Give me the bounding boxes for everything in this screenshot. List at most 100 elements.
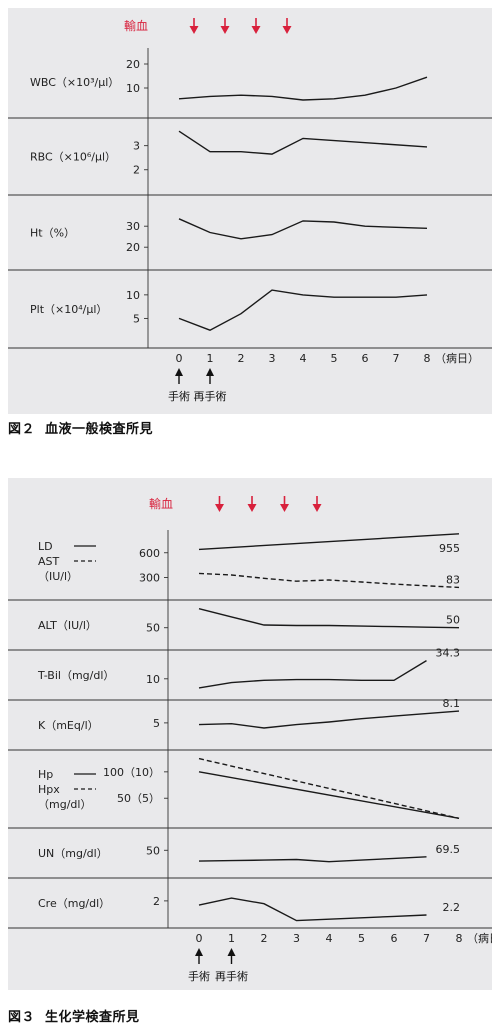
- transfusion-arrow-3-head: [280, 504, 289, 512]
- series-line-4-1: [198, 757, 460, 819]
- panel-label-0-1: AST: [38, 555, 60, 568]
- y-tick-label-2-0: 10: [146, 673, 160, 686]
- series-end-label-2-0: 34.3: [436, 647, 461, 660]
- figure-3-number: 図３: [8, 1010, 36, 1025]
- panel-label-4-2: （mg/dl）: [38, 798, 91, 811]
- figure-2-caption: 図２ 血液一般検査所見: [8, 418, 153, 437]
- series-line-0-1: [198, 572, 460, 589]
- series-end-label-0-1: 83: [446, 573, 460, 586]
- x-tick-label-2: 2: [261, 932, 268, 945]
- series-line-0-0: [178, 76, 428, 101]
- event-arrow-1-head: [206, 368, 214, 376]
- x-tick-label-6: 6: [391, 932, 398, 945]
- x-tick-label-1: 1: [207, 352, 214, 365]
- panel-label-4-0: Hp: [38, 768, 53, 781]
- panel-label-0: WBC（×10³/μl）: [30, 76, 119, 89]
- series-end-label-0-0: 955: [439, 542, 460, 555]
- y-tick-label-0-1: 300: [139, 572, 160, 585]
- panel-label-2: Ht（%）: [30, 227, 75, 240]
- x-tick-label-7: 7: [393, 352, 400, 365]
- series-line-6-0: [198, 897, 427, 922]
- transfusion-arrow-2-head: [247, 504, 257, 512]
- y-tick-label-0-0: 20: [126, 58, 140, 71]
- y-tick-label-1-0: 3: [133, 140, 140, 153]
- x-unit-label: （病日）: [435, 351, 479, 365]
- panel-label-6-0: Cre（mg/dl）: [38, 897, 110, 910]
- y-tick-label-3-0: 10: [126, 289, 140, 302]
- x-tick-label-1: 1: [228, 932, 235, 945]
- panel-label-0-0: LD: [38, 540, 53, 553]
- x-tick-label-8: 8: [456, 932, 463, 945]
- transfusion-arrow-1-head: [215, 504, 224, 512]
- figure-3-title: 生化学検査所見: [45, 1010, 140, 1025]
- panel-label-2-0: T-Bil（mg/dl）: [37, 669, 114, 682]
- series-end-label-6-0: 2.2: [443, 901, 461, 914]
- y-tick-label-6-0: 2: [153, 895, 160, 908]
- transfusion-arrow-4-head: [312, 504, 322, 512]
- panel-label-5-0: UN（mg/dl）: [38, 847, 108, 860]
- panel-label-3-0: K（mEq/l）: [38, 719, 99, 732]
- event-label-1: 再手術: [215, 969, 248, 983]
- x-tick-label-4: 4: [326, 932, 333, 945]
- x-tick-label-2: 2: [238, 352, 245, 365]
- y-tick-label-1-0: 50: [146, 622, 160, 635]
- series-line-1-0: [178, 130, 428, 155]
- panel-label-4-1: Hpx: [38, 783, 60, 796]
- x-tick-label-3: 3: [293, 932, 300, 945]
- event-arrow-0-head: [195, 948, 203, 956]
- event-label-1: 再手術: [194, 389, 227, 403]
- transfusion-label: 輸血: [149, 496, 173, 511]
- y-tick-label-0-0: 600: [139, 547, 160, 560]
- y-tick-label-4-0: 100（10）: [103, 766, 160, 779]
- figure-2-number: 図２: [8, 422, 36, 437]
- y-tick-label-1-1: 2: [133, 164, 140, 177]
- y-tick-label-3-0: 5: [153, 717, 160, 730]
- series-line-3-0: [178, 289, 428, 331]
- series-line-2-0: [178, 218, 428, 240]
- x-unit-label: （病日）: [467, 931, 492, 945]
- transfusion-label: 輸血: [124, 18, 148, 33]
- x-tick-label-8: 8: [424, 352, 431, 365]
- series-line-0-0: [198, 533, 460, 551]
- y-tick-label-2-1: 20: [126, 241, 140, 254]
- event-label-0: 手術: [188, 969, 210, 983]
- figure-3-caption: 図３ 生化学検査所見: [8, 1006, 140, 1025]
- x-tick-label-5: 5: [358, 932, 365, 945]
- transfusion-arrow-3-head: [251, 26, 261, 34]
- series-line-2-0: [198, 660, 427, 689]
- event-label-0: 手術: [168, 389, 190, 403]
- x-tick-label-7: 7: [423, 932, 430, 945]
- y-tick-label-3-1: 5: [133, 312, 140, 325]
- transfusion-arrow-4-head: [282, 26, 292, 34]
- y-tick-label-2-0: 30: [126, 220, 140, 233]
- y-tick-label-4-1: 50（5）: [117, 792, 160, 805]
- series-line-3-0: [198, 710, 460, 729]
- series-end-label-1-0: 50: [446, 614, 460, 627]
- x-tick-label-0: 0: [196, 932, 203, 945]
- series-line-5-0: [198, 856, 427, 863]
- series-line-4-0: [198, 771, 460, 819]
- series-end-label-3-0: 8.1: [443, 697, 461, 710]
- event-arrow-0-head: [175, 368, 183, 376]
- figure-2-title: 血液一般検査所見: [45, 422, 154, 437]
- panel-label-3: Plt（×10⁴/μl）: [30, 303, 107, 316]
- series-line-1-0: [198, 608, 460, 629]
- figure-3-panel: 輸血 LD AST （IU/l） 600 300 955 83 ALT（IU/l） 50 50 T-B…: [8, 478, 492, 990]
- series-end-label-5-0: 69.5: [436, 843, 461, 856]
- transfusion-arrow-1-head: [189, 26, 199, 34]
- y-tick-label-5-0: 50: [146, 844, 160, 857]
- panel-label-1-0: ALT（IU/l）: [38, 619, 97, 632]
- panel-label-1: RBC（×10⁶/μl）: [30, 151, 116, 164]
- x-tick-label-3: 3: [269, 352, 276, 365]
- event-arrow-1-head: [227, 948, 236, 956]
- transfusion-arrow-2-head: [220, 26, 230, 34]
- figure-2-panel: 輸血 WBC（×10³/μl） 20 10 RBC（×10⁶/μl） 3 2 Ht（%） 30 2…: [8, 8, 492, 414]
- x-tick-label-6: 6: [362, 352, 369, 365]
- y-tick-label-0-1: 10: [126, 82, 140, 95]
- panel-label-0-2: （IU/l）: [38, 570, 78, 583]
- x-tick-label-0: 0: [176, 352, 183, 365]
- x-tick-label-5: 5: [331, 352, 338, 365]
- x-tick-label-4: 4: [300, 352, 307, 365]
